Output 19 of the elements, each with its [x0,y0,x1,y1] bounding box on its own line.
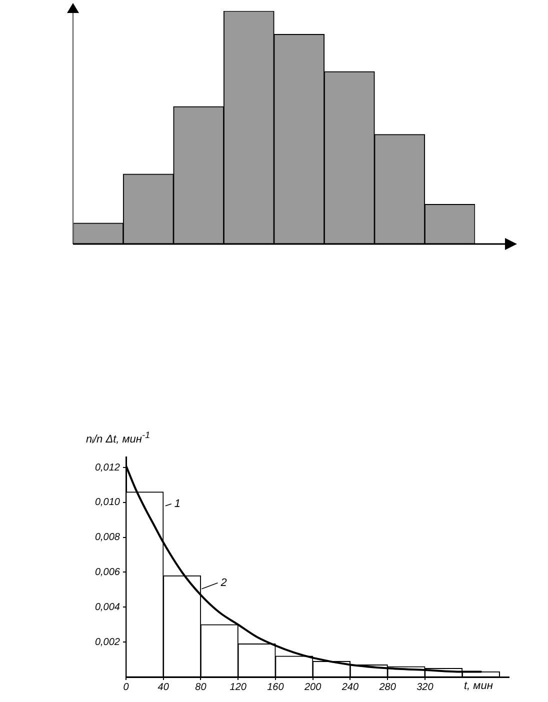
y-tick-label: 0,006 [94,567,120,578]
x-tick-label: 0 [123,682,130,693]
y-tick-label: 0,002 [94,636,120,648]
x-tick-label: 40 [158,682,170,693]
y-tick-label: 0,012 [94,462,120,474]
x-tick-label: 240 [340,682,359,693]
y-tick-label: 0,008 [94,532,120,544]
legend-label: 2 [220,577,227,589]
x-tick-label: 160 [267,682,284,693]
x-tick-label: 280 [378,682,396,693]
annotation: 1 [174,498,180,510]
y-axis-title: nᵢ/n Δt, мин$^{-1}$ [86,429,150,447]
y-tick-label: 0,004 [94,602,120,613]
x-tick-label: 320 [416,682,434,693]
x-axis-title: t, мин [464,679,493,693]
x-tick-label: 200 [303,682,322,693]
x-tick-label: 80 [195,682,207,693]
x-tick-label: 120 [230,682,247,693]
y-tick-label: 0,010 [94,497,120,508]
